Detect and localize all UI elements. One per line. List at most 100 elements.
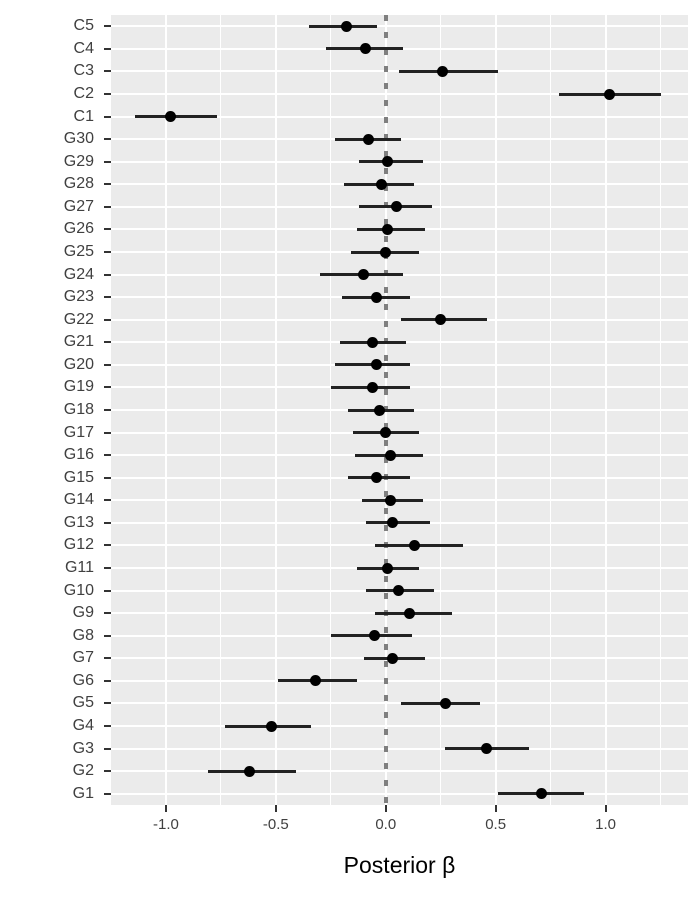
y-axis-tick (104, 47, 111, 50)
point-estimate-G18 (373, 404, 385, 416)
x-axis-tick-label: -1.0 (153, 816, 179, 833)
point-estimate-G3 (481, 743, 493, 755)
point-estimate-G8 (369, 630, 381, 642)
point-estimate-G20 (371, 359, 383, 371)
point-estimate-G30 (362, 133, 374, 145)
x-axis-tick-label: -0.5 (262, 816, 289, 833)
y-axis-tick (104, 296, 111, 299)
y-axis-tick (104, 499, 111, 502)
point-estimate-C5 (340, 20, 352, 32)
point-estimate-G2 (243, 765, 255, 777)
y-axis-tick (104, 544, 111, 547)
y-axis-tick (104, 431, 111, 434)
point-estimate-G13 (386, 517, 398, 529)
point-estimate-G4 (265, 720, 277, 732)
y-axis-label-G30: G30 (63, 130, 94, 148)
y-axis-tick (104, 93, 111, 95)
point-estimate-C1 (164, 111, 176, 123)
y-axis-label-C2: C2 (73, 85, 94, 102)
y-axis-label-C5: C5 (73, 17, 94, 35)
y-axis-label-G15: G15 (63, 468, 94, 486)
credible-interval-C3 (398, 69, 498, 73)
point-estimate-G15 (371, 472, 383, 484)
y-axis-label-G8: G8 (72, 626, 94, 644)
y-axis-tick (104, 770, 111, 773)
y-axis-label-G10: G10 (63, 581, 94, 599)
y-axis-label-G27: G27 (63, 197, 94, 215)
y-axis-label-G22: G22 (63, 310, 94, 328)
point-estimate-G12 (408, 539, 420, 551)
y-axis-label-G24: G24 (63, 265, 94, 283)
y-axis-tick (104, 70, 111, 73)
y-axis-tick (104, 612, 111, 615)
row-gridline (111, 725, 688, 727)
y-axis-label-G6: G6 (72, 671, 94, 689)
row-gridline (111, 770, 688, 773)
point-estimate-G29 (382, 156, 394, 168)
point-estimate-G16 (384, 449, 396, 461)
x-axis-title: Posterior β (343, 852, 456, 878)
point-estimate-G5 (439, 697, 451, 709)
point-estimate-G24 (358, 269, 370, 281)
point-estimate-G6 (309, 675, 321, 687)
y-axis-tick (104, 25, 111, 28)
y-axis-label-G5: G5 (72, 694, 94, 712)
point-estimate-G28 (375, 178, 387, 190)
y-axis-tick (104, 228, 111, 231)
y-axis-label-G20: G20 (63, 355, 94, 373)
y-axis-tick (104, 183, 111, 186)
y-axis-label-G26: G26 (63, 220, 94, 238)
point-estimate-G9 (404, 607, 416, 619)
y-axis-label-G13: G13 (63, 513, 94, 531)
row-gridline (111, 679, 688, 682)
y-axis-label-G9: G9 (72, 604, 94, 622)
y-axis-tick (104, 747, 111, 750)
point-estimate-G27 (391, 201, 403, 213)
x-axis-tick (494, 805, 497, 812)
y-axis-label-G17: G17 (63, 423, 94, 441)
y-axis-label-G18: G18 (63, 401, 94, 418)
y-axis-label-G25: G25 (63, 243, 94, 260)
y-axis-tick (104, 251, 111, 253)
y-axis-tick (104, 454, 111, 457)
y-axis-tick (104, 634, 111, 637)
y-axis-tick (104, 386, 111, 389)
y-axis-tick (104, 205, 111, 208)
y-axis-tick (104, 657, 111, 660)
y-axis-tick (104, 318, 111, 321)
point-estimate-G22 (435, 314, 447, 326)
x-axis-tick (164, 805, 167, 812)
point-estimate-G21 (367, 336, 379, 348)
y-axis-tick (104, 138, 111, 141)
y-axis-label-G11: G11 (64, 559, 94, 576)
y-axis-label-C1: C1 (73, 107, 94, 125)
point-estimate-G11 (382, 562, 394, 574)
row-gridline (111, 702, 688, 705)
y-axis-label-G21: G21 (63, 333, 94, 351)
y-axis-tick (104, 792, 111, 795)
y-axis-label-G16: G16 (63, 446, 94, 464)
x-axis-tick-label: 0.0 (375, 816, 397, 833)
y-axis-tick (104, 409, 111, 411)
y-axis-tick (104, 702, 111, 705)
y-axis-tick (104, 476, 111, 479)
y-axis-label-C3: C3 (73, 62, 94, 80)
x-axis-tick (274, 805, 277, 812)
row-gridline (111, 93, 688, 95)
y-axis-label-G28: G28 (63, 175, 94, 193)
point-estimate-C2 (604, 88, 616, 100)
y-axis-tick (104, 521, 111, 524)
y-axis-tick (104, 160, 111, 163)
row-gridline (111, 25, 688, 28)
y-axis-tick (104, 589, 111, 592)
y-axis-tick (104, 567, 111, 569)
y-axis-tick (104, 679, 111, 682)
y-axis-label-G3: G3 (72, 739, 94, 757)
y-axis-label-G23: G23 (63, 288, 94, 306)
y-axis-label-G7: G7 (72, 649, 94, 667)
row-gridline (111, 318, 688, 321)
row-gridline (111, 747, 688, 750)
y-axis-tick (104, 115, 111, 118)
y-axis-label-G14: G14 (63, 491, 94, 509)
